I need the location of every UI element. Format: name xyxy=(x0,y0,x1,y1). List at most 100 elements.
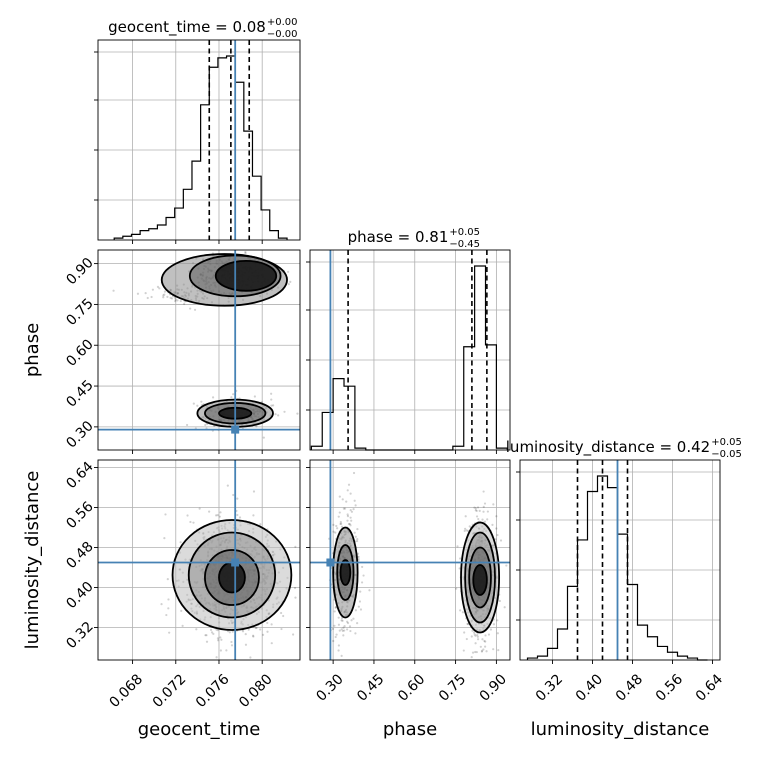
sample-point xyxy=(349,516,352,519)
sample-point xyxy=(339,522,342,526)
sample-point xyxy=(470,635,473,638)
sample-point xyxy=(346,519,349,522)
sample-point xyxy=(179,299,182,303)
panel-background xyxy=(98,40,300,240)
sample-point xyxy=(461,611,464,614)
sample-point xyxy=(283,410,286,413)
sample-point xyxy=(481,663,483,665)
sample-point xyxy=(354,504,357,507)
sample-point xyxy=(180,609,183,612)
sample-point xyxy=(464,515,467,518)
sample-point xyxy=(136,292,140,295)
truth-marker xyxy=(326,558,335,567)
sample-point xyxy=(495,527,498,530)
sample-point xyxy=(357,605,360,608)
sample-point xyxy=(499,539,503,542)
panel-title-phase: phase = 0.81 +0.05−0.45 xyxy=(348,227,480,250)
sample-point xyxy=(459,609,462,612)
sample-point xyxy=(156,285,160,288)
sample-point xyxy=(270,642,273,645)
sample-point xyxy=(348,522,351,526)
sample-point xyxy=(340,654,343,657)
sample-point xyxy=(471,629,474,632)
sample-point xyxy=(483,520,487,523)
sample-point xyxy=(470,656,473,659)
sample-point xyxy=(287,283,290,286)
sample-point xyxy=(228,631,231,634)
sample-point xyxy=(252,490,256,493)
sample-point xyxy=(231,630,234,633)
panel-border xyxy=(309,459,511,661)
panel-title-luminosity_distance: luminosity_distance = 0.42 +0.05−0.05 xyxy=(506,437,742,460)
title-lower-error: −0.05 xyxy=(711,449,742,460)
sample-point xyxy=(163,537,166,540)
sample-point xyxy=(274,413,277,416)
x-tick-label: 0.072 xyxy=(150,671,190,711)
sample-point xyxy=(456,545,459,548)
sample-point xyxy=(238,516,242,519)
sample-point xyxy=(346,513,349,516)
sample-point xyxy=(481,518,484,521)
x-axis-label-phase: phase xyxy=(383,719,437,740)
sample-point xyxy=(505,564,508,567)
sample-point xyxy=(331,627,335,631)
y-tick-label: 0.90 xyxy=(63,255,96,288)
sample-point xyxy=(218,515,221,518)
sample-point xyxy=(340,628,343,631)
sample-point xyxy=(346,515,350,518)
sample-point xyxy=(270,623,273,626)
sample-point xyxy=(473,633,476,636)
title-upper-error: +0.00 xyxy=(267,17,298,28)
axis-labels: geocent_time phase luminosity_distancephas… xyxy=(22,323,709,740)
joint-content xyxy=(98,250,300,450)
sample-point xyxy=(253,395,256,398)
sample-point xyxy=(334,606,337,609)
sample-point xyxy=(353,531,356,534)
y-tick-label: 0.45 xyxy=(63,377,96,410)
sample-point xyxy=(346,628,349,631)
sample-point xyxy=(489,628,493,631)
sample-point xyxy=(280,611,283,615)
sample-point xyxy=(252,635,255,638)
contour-level xyxy=(472,564,488,596)
y-tick-label: 0.40 xyxy=(63,579,96,612)
sample-point xyxy=(220,638,223,641)
sample-point xyxy=(241,630,245,633)
sample-point xyxy=(483,502,487,505)
joint-content xyxy=(98,460,300,665)
y-tick-label: 0.64 xyxy=(63,459,96,492)
joint-panel-phase-luminosity_distance: 0.30 0.45 0.60 0.75 0.90 xyxy=(306,459,511,705)
y-tick-label: 0.48 xyxy=(63,539,96,572)
sample-point xyxy=(332,523,335,527)
sample-point xyxy=(335,524,338,528)
sample-point xyxy=(163,290,167,293)
sample-point xyxy=(477,517,480,521)
sample-point xyxy=(146,296,149,300)
sample-point xyxy=(246,663,248,665)
sample-point xyxy=(210,631,214,634)
sample-point xyxy=(166,295,169,298)
sample-point xyxy=(219,511,222,514)
sample-point xyxy=(340,617,344,620)
sample-point xyxy=(475,515,479,518)
sample-point xyxy=(338,511,341,514)
sample-point xyxy=(503,606,506,609)
sample-point xyxy=(473,506,476,509)
sample-point xyxy=(474,642,477,645)
sample-point xyxy=(487,633,491,636)
truth-marker xyxy=(231,558,240,567)
sample-point xyxy=(474,509,477,512)
sample-point xyxy=(360,581,364,584)
sample-point xyxy=(198,507,201,510)
sample-point xyxy=(473,631,476,634)
sample-point xyxy=(174,298,177,301)
sample-point xyxy=(357,555,360,558)
x-tick-label: 0.30 xyxy=(313,671,346,704)
sample-point xyxy=(337,644,340,647)
sample-point xyxy=(255,425,258,428)
sample-point xyxy=(294,596,297,599)
hist-panel-phase: phase = 0.81 +0.05−0.45 xyxy=(306,227,511,454)
sample-point xyxy=(498,599,502,603)
sample-point xyxy=(335,633,338,636)
sample-point xyxy=(368,589,371,592)
